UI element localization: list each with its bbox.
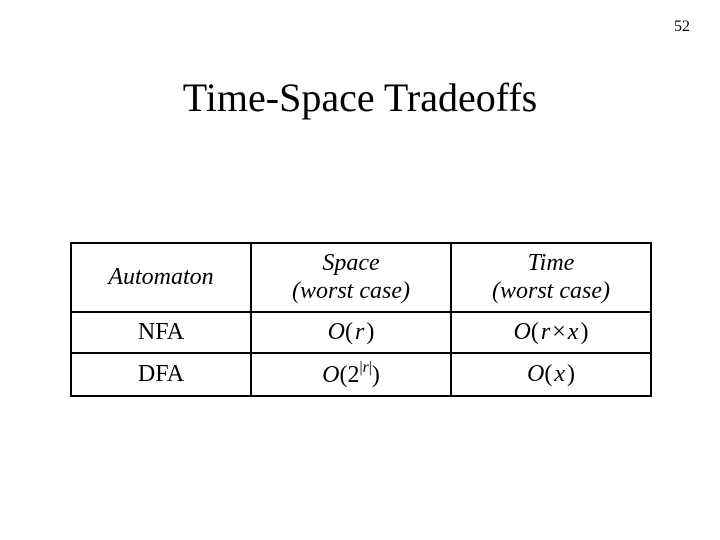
table-row: NFA O(r) O(r×x) <box>71 312 651 353</box>
col-header-space: Space (worst case) <box>251 243 451 312</box>
times-glyph: × <box>552 319 566 345</box>
tradeoffs-table-container: Automaton Space (worst case) Time (worst… <box>70 242 650 397</box>
cell-automaton-nfa: NFA <box>71 312 251 353</box>
cell-automaton-dfa: DFA <box>71 353 251 396</box>
cell-time-dfa: O(x) <box>451 353 651 396</box>
col-header-time-line2: (worst case) <box>492 278 610 304</box>
slide-page: 52 Time-Space Tradeoffs Automaton Space … <box>0 0 720 540</box>
cell-time-nfa: O(r×x) <box>451 312 651 353</box>
table-header-row: Automaton Space (worst case) Time (worst… <box>71 243 651 312</box>
cell-space-nfa: O(r) <box>251 312 451 353</box>
col-header-space-line1: Space <box>322 250 379 276</box>
col-header-time: Time (worst case) <box>451 243 651 312</box>
page-title: Time-Space Tradeoffs <box>0 74 720 121</box>
col-header-time-line1: Time <box>528 250 575 276</box>
col-header-automaton: Automaton <box>71 243 251 312</box>
cell-space-dfa: O(2|r|) <box>251 353 451 396</box>
table-row: DFA O(2|r|) O(x) <box>71 353 651 396</box>
tradeoffs-table: Automaton Space (worst case) Time (worst… <box>70 242 652 397</box>
col-header-space-line2: (worst case) <box>292 278 410 304</box>
page-number: 52 <box>674 18 690 36</box>
col-header-automaton-label: Automaton <box>108 264 213 290</box>
